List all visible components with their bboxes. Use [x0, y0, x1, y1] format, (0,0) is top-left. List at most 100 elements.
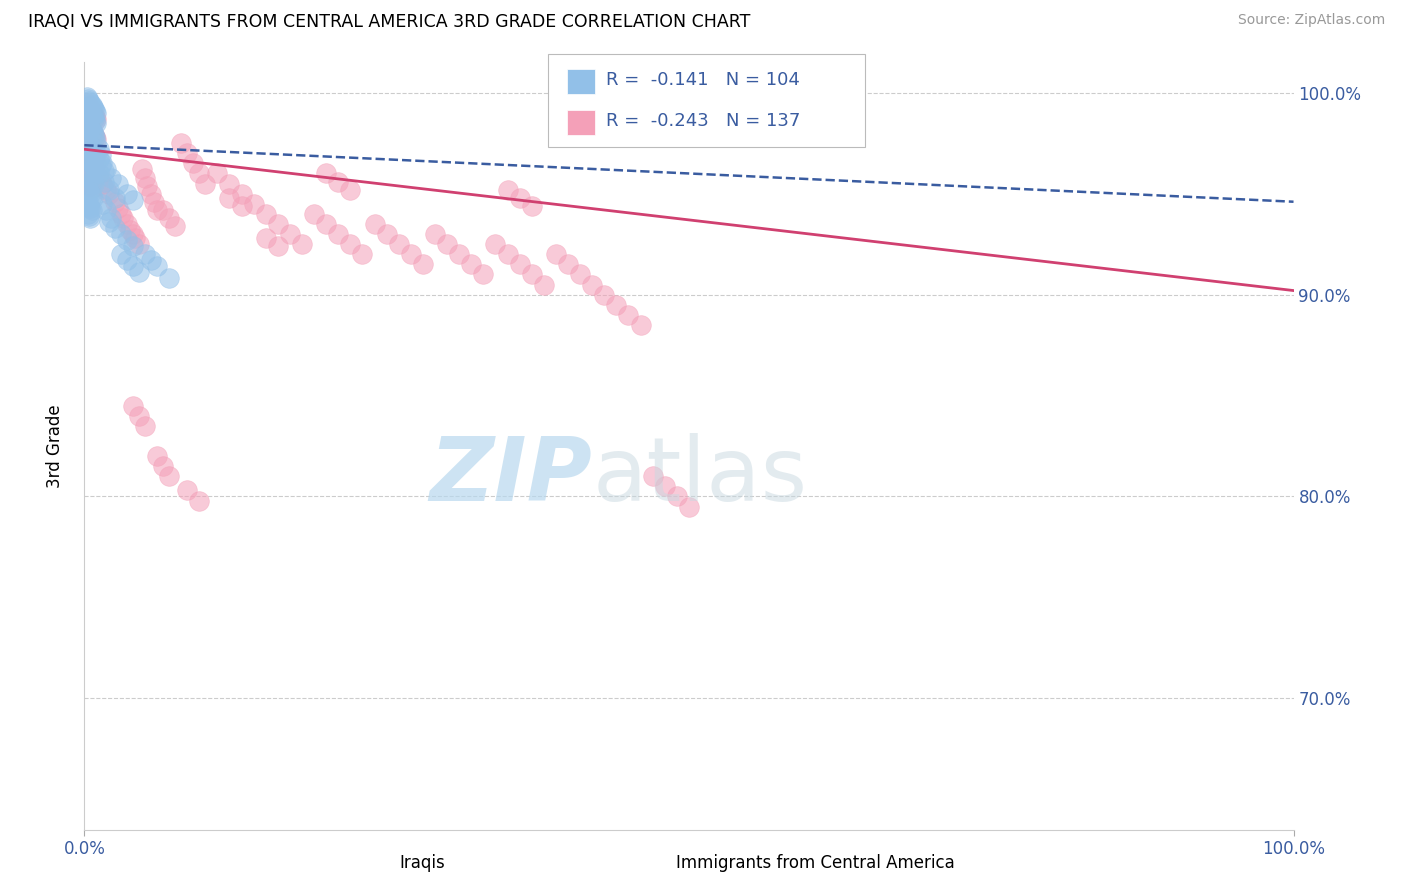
- Point: [77, 138, 100, 153]
- Y-axis label: 3rd Grade: 3rd Grade: [45, 404, 63, 488]
- Point: [84, 150, 107, 164]
- Point: [302, 207, 325, 221]
- Point: [170, 136, 193, 151]
- Point: [76, 89, 98, 103]
- Point: [115, 253, 138, 268]
- Point: [139, 186, 162, 201]
- Point: [83, 128, 105, 142]
- Text: ZIP: ZIP: [429, 434, 592, 520]
- Point: [76, 116, 98, 130]
- Point: [80, 188, 103, 202]
- Point: [79, 122, 101, 136]
- Point: [83, 108, 105, 122]
- Point: [77, 136, 100, 151]
- Point: [110, 247, 132, 261]
- Point: [339, 183, 361, 197]
- Point: [641, 469, 664, 483]
- Point: [80, 145, 103, 159]
- Point: [520, 199, 543, 213]
- Point: [77, 169, 100, 183]
- Point: [86, 132, 108, 146]
- Point: [134, 418, 156, 433]
- Point: [146, 449, 169, 463]
- Point: [77, 138, 100, 153]
- Point: [86, 156, 108, 170]
- Point: [87, 166, 110, 180]
- Point: [157, 211, 180, 225]
- Point: [84, 130, 107, 145]
- Point: [86, 116, 108, 130]
- Point: [617, 308, 640, 322]
- Point: [77, 150, 100, 164]
- Point: [91, 156, 114, 170]
- Point: [207, 166, 229, 180]
- Point: [91, 177, 114, 191]
- Point: [97, 186, 120, 201]
- Point: [86, 112, 108, 126]
- Point: [87, 153, 110, 167]
- Point: [449, 247, 471, 261]
- Point: [83, 148, 105, 162]
- Point: [82, 110, 104, 124]
- Point: [352, 247, 374, 261]
- Point: [77, 153, 100, 167]
- Point: [165, 219, 187, 233]
- Point: [76, 95, 98, 110]
- Point: [77, 177, 100, 191]
- Point: [77, 166, 100, 180]
- Point: [254, 231, 277, 245]
- Point: [194, 177, 217, 191]
- Point: [100, 211, 122, 225]
- Point: [363, 217, 385, 231]
- Point: [291, 237, 314, 252]
- Point: [77, 92, 100, 106]
- Point: [77, 94, 100, 108]
- Point: [76, 116, 98, 130]
- Point: [128, 409, 150, 423]
- Text: IRAQI VS IMMIGRANTS FROM CENTRAL AMERICA 3RD GRADE CORRELATION CHART: IRAQI VS IMMIGRANTS FROM CENTRAL AMERICA…: [28, 13, 751, 31]
- Point: [77, 120, 100, 134]
- Point: [134, 170, 156, 185]
- Point: [80, 108, 103, 122]
- Point: [484, 237, 506, 252]
- Point: [80, 202, 103, 217]
- Point: [82, 126, 104, 140]
- Point: [94, 162, 117, 177]
- Point: [83, 177, 105, 191]
- Point: [605, 298, 627, 312]
- Point: [267, 217, 290, 231]
- Point: [82, 100, 104, 114]
- Point: [375, 227, 398, 241]
- Point: [84, 130, 107, 145]
- Point: [121, 227, 143, 241]
- Point: [80, 162, 103, 177]
- Point: [533, 277, 555, 292]
- Point: [630, 318, 652, 332]
- Point: [110, 207, 132, 221]
- Point: [79, 122, 101, 136]
- Point: [86, 106, 108, 120]
- Point: [77, 118, 100, 132]
- Point: [76, 100, 98, 114]
- Point: [77, 140, 100, 154]
- Point: [82, 158, 104, 172]
- Point: [120, 223, 142, 237]
- Text: atlas: atlas: [592, 434, 807, 520]
- Point: [94, 183, 117, 197]
- Point: [79, 186, 101, 201]
- Point: [79, 170, 101, 185]
- Point: [128, 265, 150, 279]
- Point: [115, 233, 138, 247]
- Point: [84, 103, 107, 118]
- Point: [79, 142, 101, 156]
- Point: [80, 156, 103, 170]
- Point: [496, 183, 519, 197]
- Point: [90, 158, 112, 172]
- Point: [520, 268, 543, 282]
- Point: [128, 237, 150, 252]
- Point: [79, 102, 101, 116]
- Point: [79, 201, 101, 215]
- Point: [509, 257, 531, 271]
- Point: [80, 124, 103, 138]
- Point: [80, 172, 103, 186]
